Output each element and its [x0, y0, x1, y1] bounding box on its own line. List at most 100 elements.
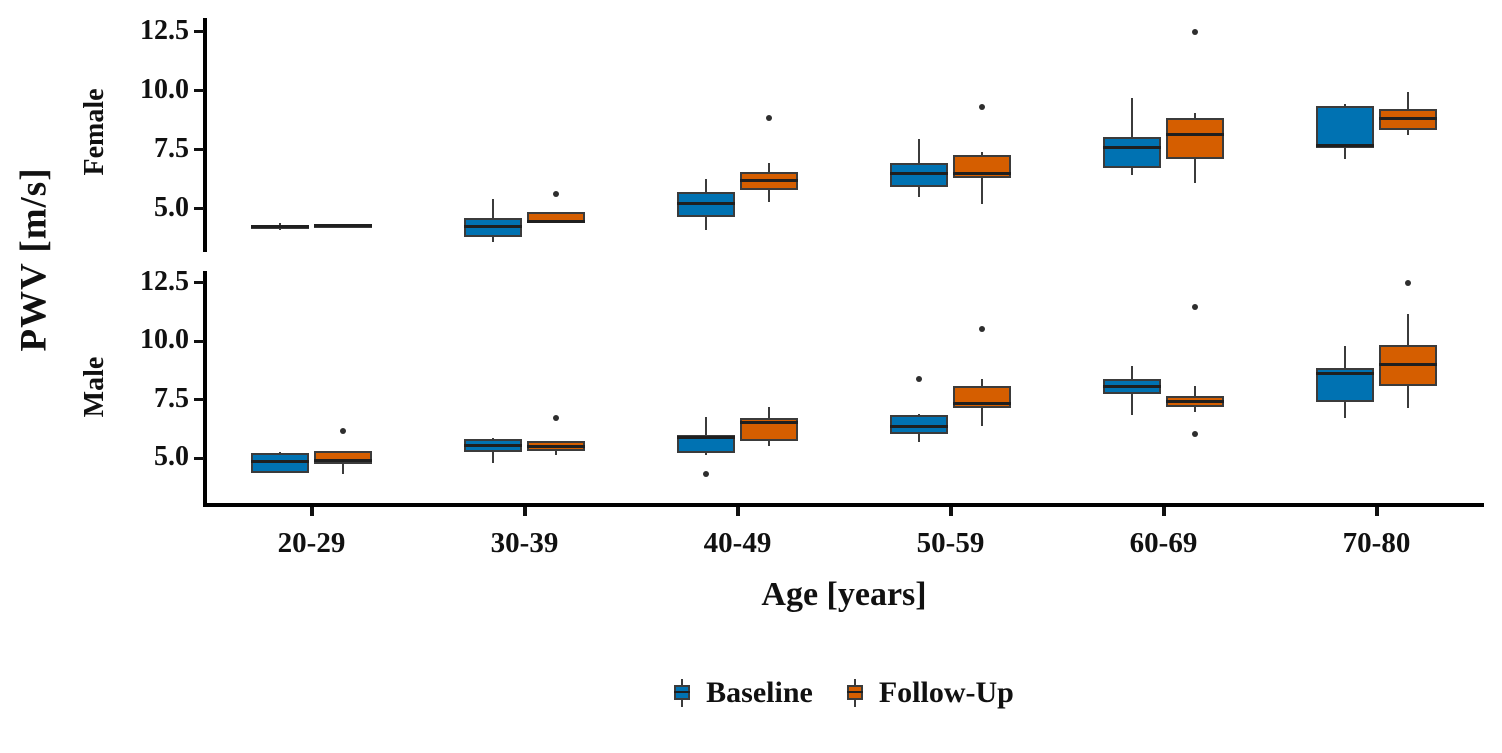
median-line — [527, 220, 585, 224]
whisker-lower — [1344, 147, 1346, 160]
whisker-upper — [492, 438, 494, 440]
x-tick-label: 50-59 — [916, 527, 985, 559]
median-line — [314, 223, 372, 227]
whisker-lower — [768, 440, 770, 447]
whisker-lower — [981, 407, 983, 427]
x-tick-label: 60-69 — [1129, 527, 1198, 559]
whisker-lower — [705, 453, 707, 455]
x-tick-mark — [1374, 507, 1379, 516]
baseline-box — [890, 414, 948, 434]
median-line — [1166, 400, 1224, 404]
whisker-lower — [918, 186, 920, 198]
median-line — [890, 172, 948, 176]
baseline-boxplot-icon — [674, 679, 691, 707]
whisker-lower — [1194, 159, 1196, 183]
outlier-point — [340, 428, 346, 435]
outlier-point — [703, 471, 709, 478]
x-tick-label: 20-29 — [277, 527, 346, 559]
median-line — [1316, 372, 1374, 376]
median-line — [1379, 362, 1437, 366]
y-tick-mark — [194, 456, 204, 460]
median-line — [1103, 385, 1161, 389]
followup-box — [314, 451, 372, 464]
y-tick-mark — [194, 339, 204, 343]
whisker-upper — [1344, 345, 1346, 368]
outlier-point — [553, 415, 559, 422]
whisker-lower — [768, 190, 770, 202]
median-line — [251, 460, 309, 464]
y-tick-label: 5.0 — [154, 191, 189, 223]
outlier-point — [979, 326, 985, 333]
whisker-upper — [705, 179, 707, 193]
median-line — [1103, 146, 1161, 150]
whisker-upper — [768, 162, 770, 173]
x-tick-mark — [735, 507, 740, 516]
whisker-upper — [1194, 113, 1196, 119]
y-tick-mark — [194, 148, 204, 152]
whisker-upper — [705, 417, 707, 435]
legend-item-followup: Follow-Up — [846, 676, 1014, 710]
whisker-upper — [1344, 103, 1346, 107]
whisker-lower — [981, 178, 983, 205]
median-line — [890, 424, 948, 428]
whisker-lower — [342, 463, 344, 475]
whisker-lower — [705, 217, 707, 231]
x-tick-mark — [522, 507, 527, 516]
median-line — [677, 201, 735, 205]
median-line — [1379, 116, 1437, 120]
y-axis-line — [203, 271, 207, 505]
whisker-upper — [1131, 98, 1133, 137]
y-tick-label: 7.5 — [154, 382, 189, 414]
whisker-lower — [1407, 129, 1409, 135]
y-tick-label: 12.5 — [140, 265, 189, 297]
legend-label-followup: Follow-Up — [878, 676, 1014, 709]
y-tick-mark — [194, 207, 204, 211]
whisker-lower — [1344, 401, 1346, 419]
median-line — [740, 179, 798, 183]
outlier-point — [553, 190, 559, 197]
median-line — [740, 421, 798, 425]
x-tick-mark — [948, 507, 953, 516]
x-tick-mark — [309, 507, 314, 516]
y-tick-label: 10.0 — [140, 324, 189, 356]
outlier-point — [766, 115, 772, 122]
whisker-lower — [555, 451, 557, 455]
outlier-point — [1192, 28, 1198, 35]
whisker-upper — [981, 152, 983, 155]
median-line — [527, 444, 585, 448]
y-axis-line — [203, 18, 207, 252]
x-tick-label: 70-80 — [1342, 527, 1411, 559]
x-tick-label: 30-39 — [490, 527, 559, 559]
outlier-point — [1192, 430, 1198, 437]
baseline-box — [677, 192, 735, 218]
median-line — [464, 443, 522, 447]
whisker-upper — [918, 139, 920, 163]
whisker-upper — [279, 223, 281, 226]
y-tick-mark — [194, 30, 204, 34]
baseline-box — [251, 453, 309, 474]
outlier-point — [979, 104, 985, 111]
baseline-box — [1103, 136, 1161, 168]
y-tick-label: 5.0 — [154, 441, 189, 473]
y-tick-label: 12.5 — [140, 14, 189, 46]
whisker-lower — [1407, 385, 1409, 408]
outlier-point — [1405, 279, 1411, 286]
x-axis-title: Age [years] — [761, 576, 927, 613]
x-axis-line — [203, 503, 1484, 507]
whisker-lower — [1194, 406, 1196, 413]
whisker-lower — [1131, 167, 1133, 175]
followup-box — [1166, 118, 1224, 160]
y-tick-label: 10.0 — [140, 73, 189, 105]
followup-boxplot-icon — [846, 679, 863, 707]
whisker-lower — [492, 237, 494, 242]
baseline-box — [1316, 106, 1374, 148]
x-tick-label: 40-49 — [703, 527, 772, 559]
whisker-lower — [492, 452, 494, 463]
median-line — [1316, 143, 1374, 147]
whisker-upper — [1407, 314, 1409, 345]
median-line — [953, 172, 1011, 176]
legend-label-baseline: Baseline — [706, 676, 813, 709]
median-line — [1166, 133, 1224, 137]
